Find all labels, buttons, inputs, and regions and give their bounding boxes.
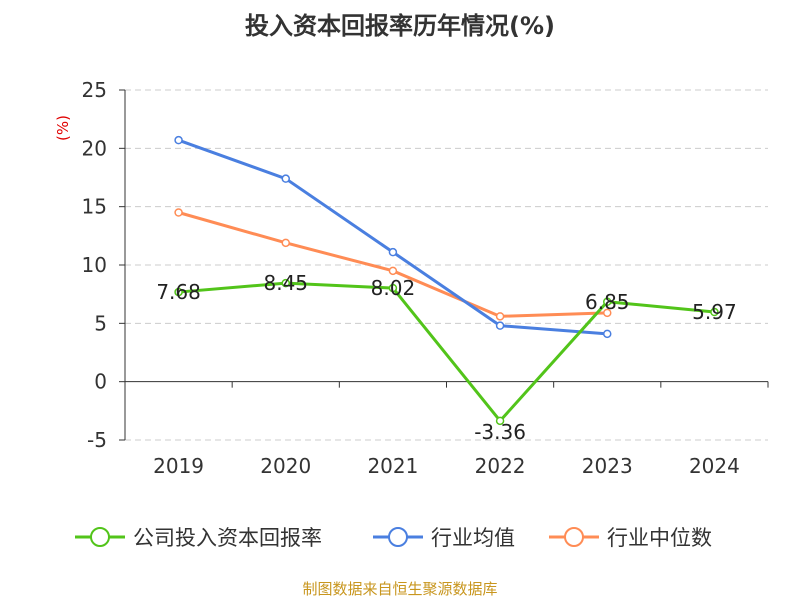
y-tick-label: -5	[87, 428, 107, 452]
x-tick-label: 2019	[153, 454, 204, 478]
y-axis-label: (%)	[54, 115, 72, 141]
data-point	[710, 307, 719, 317]
data-point	[174, 287, 183, 297]
x-tick-label: 2024	[689, 454, 740, 478]
data-point	[603, 329, 612, 339]
data-label: 7.68	[156, 280, 201, 304]
x-tick-label: 2020	[260, 454, 311, 478]
data-label: 8.45	[263, 271, 308, 295]
data-point	[388, 283, 398, 293]
data-point	[281, 174, 290, 183]
series-line	[178, 138, 608, 336]
data-point	[495, 321, 505, 330]
data-point	[174, 208, 183, 217]
y-tick-label: 0	[94, 370, 107, 394]
data-label: 5.97	[692, 300, 737, 324]
y-tick-label: 25	[82, 78, 107, 102]
y-tick-label: 20	[82, 136, 107, 160]
series-line	[178, 281, 715, 424]
y-tick-label: 10	[82, 253, 107, 277]
legend-label: 行业均值	[431, 526, 515, 550]
legend-marker	[90, 527, 110, 547]
data-point	[495, 312, 505, 321]
chart-title: 投入资本回报率历年情况(%)	[245, 12, 555, 40]
data-point	[388, 247, 398, 257]
data-point	[281, 278, 290, 288]
x-tick-label: 2021	[367, 454, 418, 478]
data-point	[495, 416, 505, 426]
data-point	[388, 266, 398, 276]
data-point	[281, 238, 290, 248]
legend-marker	[564, 527, 584, 547]
legend-label: 公司投入资本回报率	[133, 526, 322, 550]
legend-label: 行业中位数	[607, 526, 712, 550]
source-footer: 制图数据来自恒生聚源数据库	[302, 580, 497, 598]
data-label: 6.85	[585, 290, 630, 314]
x-tick-label: 2022	[475, 454, 526, 478]
y-tick-label: 5	[94, 311, 107, 335]
data-point	[603, 297, 612, 306]
data-point	[174, 135, 183, 145]
x-tick-label: 2023	[582, 454, 633, 478]
series-line	[178, 211, 608, 318]
data-label: 8.02	[371, 276, 416, 300]
y-tick-label: 15	[82, 195, 107, 219]
legend-marker	[388, 527, 408, 547]
data-point	[603, 308, 612, 318]
data-label: -3.36	[474, 420, 526, 444]
